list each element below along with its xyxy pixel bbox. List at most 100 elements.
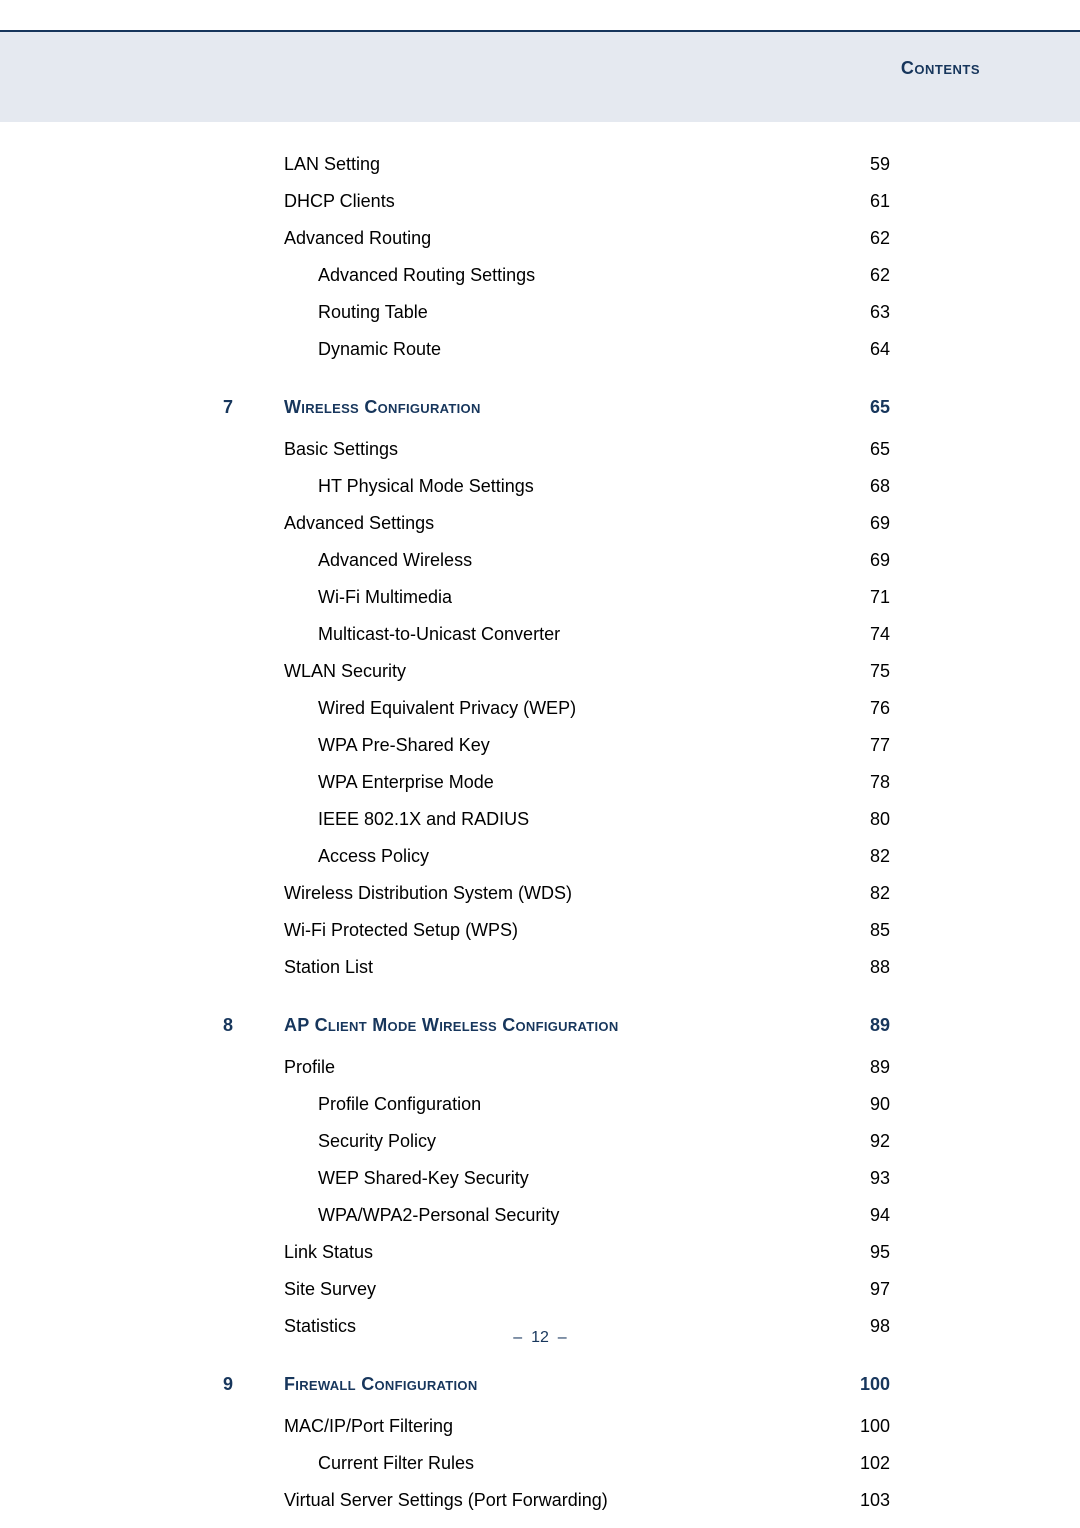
toc-entry-title: Virtual Server Settings (Port Forwarding… xyxy=(250,1491,850,1509)
toc-entry-page: 92 xyxy=(860,1132,890,1150)
toc-section-title: Wireless Configuration xyxy=(250,398,860,416)
toc-entry-title: Advanced Routing Settings xyxy=(250,266,860,284)
toc-entry-title: Multicast-to-Unicast Converter xyxy=(250,625,860,643)
toc-entry-title: Current Filter Rules xyxy=(250,1454,850,1472)
toc-entry-page: 82 xyxy=(860,884,890,902)
toc-entry[interactable]: WLAN Security75 xyxy=(250,662,890,680)
toc-entry-page: 80 xyxy=(860,810,890,828)
toc-entry-page: 65 xyxy=(860,440,890,458)
toc-entry-page: 77 xyxy=(860,736,890,754)
toc-entry-page: 61 xyxy=(860,192,890,210)
toc-entry[interactable]: Wireless Distribution System (WDS)82 xyxy=(250,884,890,902)
toc-entry-title: Advanced Wireless xyxy=(250,551,860,569)
toc-entry-title: Advanced Routing xyxy=(250,229,860,247)
toc-entry-page: 76 xyxy=(860,699,890,717)
toc-entry-title: Wi-Fi Multimedia xyxy=(250,588,860,606)
toc-entry[interactable]: WPA/WPA2-Personal Security94 xyxy=(250,1206,890,1224)
toc-section[interactable]: 9Firewall Configuration100 xyxy=(250,1375,890,1393)
toc-entry-title: WPA/WPA2-Personal Security xyxy=(250,1206,860,1224)
toc-entry[interactable]: DHCP Clients61 xyxy=(250,192,890,210)
toc-entry[interactable]: Multicast-to-Unicast Converter74 xyxy=(250,625,890,643)
toc-entry[interactable]: Profile Configuration90 xyxy=(250,1095,890,1113)
toc-entry[interactable]: WPA Pre-Shared Key77 xyxy=(250,736,890,754)
toc-section-number: 9 xyxy=(223,1375,233,1393)
toc-entry[interactable]: Profile89 xyxy=(250,1058,890,1076)
toc-entry[interactable]: Link Status95 xyxy=(250,1243,890,1261)
toc-entry-page: 62 xyxy=(860,229,890,247)
toc-entry[interactable]: Wi-Fi Protected Setup (WPS)85 xyxy=(250,921,890,939)
toc-entry[interactable]: Routing Table63 xyxy=(250,303,890,321)
toc-entry-page: 97 xyxy=(860,1280,890,1298)
toc-entry-page: 69 xyxy=(860,514,890,532)
toc-section-title: AP Client Mode Wireless Configuration xyxy=(250,1016,860,1034)
toc-section-number: 8 xyxy=(223,1016,233,1034)
toc-entry[interactable]: HT Physical Mode Settings68 xyxy=(250,477,890,495)
toc-entry[interactable]: Current Filter Rules102 xyxy=(250,1454,890,1472)
table-of-contents: LAN Setting59 DHCP Clients61 Advanced Rout… xyxy=(250,155,890,1528)
toc-entry-title: Advanced Settings xyxy=(250,514,860,532)
toc-entry-title: Profile Configuration xyxy=(250,1095,860,1113)
toc-entry-page: 64 xyxy=(860,340,890,358)
toc-entry-title: HT Physical Mode Settings xyxy=(250,477,860,495)
toc-entry-title: Basic Settings xyxy=(250,440,860,458)
toc-entry[interactable]: Wired Equivalent Privacy (WEP)76 xyxy=(250,699,890,717)
toc-entry[interactable]: Station List88 xyxy=(250,958,890,976)
toc-entry[interactable]: MAC/IP/Port Filtering100 xyxy=(250,1417,890,1435)
toc-entry[interactable]: Security Policy92 xyxy=(250,1132,890,1150)
footer-page-number-space xyxy=(549,1329,553,1346)
toc-entry-page: 85 xyxy=(860,921,890,939)
footer-dash-right: – xyxy=(558,1329,567,1346)
toc-entry-page: 100 xyxy=(850,1417,890,1435)
toc-entry[interactable]: Advanced Settings69 xyxy=(250,514,890,532)
toc-entry-page: 95 xyxy=(860,1243,890,1261)
toc-entry-title: Profile xyxy=(250,1058,860,1076)
toc-entry-title: Site Survey xyxy=(250,1280,860,1298)
toc-entry-page: 74 xyxy=(860,625,890,643)
toc-entry-title: Station List xyxy=(250,958,860,976)
toc-entry-title: Access Policy xyxy=(250,847,860,865)
toc-entry[interactable]: WEP Shared-Key Security93 xyxy=(250,1169,890,1187)
toc-section-page: 89 xyxy=(860,1016,890,1034)
toc-entry[interactable]: Advanced Wireless69 xyxy=(250,551,890,569)
toc-entry[interactable]: Virtual Server Settings (Port Forwarding… xyxy=(250,1491,890,1509)
toc-entry[interactable]: Access Policy82 xyxy=(250,847,890,865)
toc-entry-page: 59 xyxy=(860,155,890,173)
toc-entry-page: 93 xyxy=(860,1169,890,1187)
toc-entry[interactable]: Site Survey97 xyxy=(250,1280,890,1298)
toc-section-title: Firewall Configuration xyxy=(250,1375,850,1393)
toc-entry[interactable]: Advanced Routing Settings62 xyxy=(250,266,890,284)
toc-entry[interactable]: WPA Enterprise Mode78 xyxy=(250,773,890,791)
toc-entry-page: 89 xyxy=(860,1058,890,1076)
toc-entry[interactable]: Basic Settings65 xyxy=(250,440,890,458)
toc-section-number: 7 xyxy=(223,398,233,416)
footer-dash-left: – xyxy=(513,1329,522,1346)
header-title: Contents xyxy=(901,58,980,79)
toc-entry-page: 71 xyxy=(860,588,890,606)
toc-entry-page: 82 xyxy=(860,847,890,865)
toc-entry-title: IEEE 802.1X and RADIUS xyxy=(250,810,860,828)
toc-entry[interactable]: LAN Setting59 xyxy=(250,155,890,173)
toc-entry[interactable]: Wi-Fi Multimedia71 xyxy=(250,588,890,606)
toc-section-page: 100 xyxy=(850,1375,890,1393)
toc-entry-title: Routing Table xyxy=(250,303,860,321)
toc-entry-title: WPA Enterprise Mode xyxy=(250,773,860,791)
toc-entry-title: MAC/IP/Port Filtering xyxy=(250,1417,850,1435)
toc-entry-title: WPA Pre-Shared Key xyxy=(250,736,860,754)
toc-entry-title: Security Policy xyxy=(250,1132,860,1150)
toc-entry-title: Link Status xyxy=(250,1243,860,1261)
page-footer: – 12 – xyxy=(0,1329,1080,1347)
toc-section[interactable]: 8AP Client Mode Wireless Configuration89 xyxy=(250,1016,890,1034)
toc-entry-page: 90 xyxy=(860,1095,890,1113)
toc-entry-page: 68 xyxy=(860,477,890,495)
toc-entry-title: WLAN Security xyxy=(250,662,860,680)
header-band: Contents xyxy=(0,30,1080,122)
toc-entry-page: 103 xyxy=(850,1491,890,1509)
toc-section[interactable]: 7Wireless Configuration65 xyxy=(250,398,890,416)
toc-entry[interactable]: Dynamic Route64 xyxy=(250,340,890,358)
toc-entry-title: Wired Equivalent Privacy (WEP) xyxy=(250,699,860,717)
toc-entry[interactable]: Advanced Routing62 xyxy=(250,229,890,247)
toc-entry-title: Wi-Fi Protected Setup (WPS) xyxy=(250,921,860,939)
toc-entry[interactable]: IEEE 802.1X and RADIUS80 xyxy=(250,810,890,828)
toc-entry-title: LAN Setting xyxy=(250,155,860,173)
toc-entry-title: Dynamic Route xyxy=(250,340,860,358)
